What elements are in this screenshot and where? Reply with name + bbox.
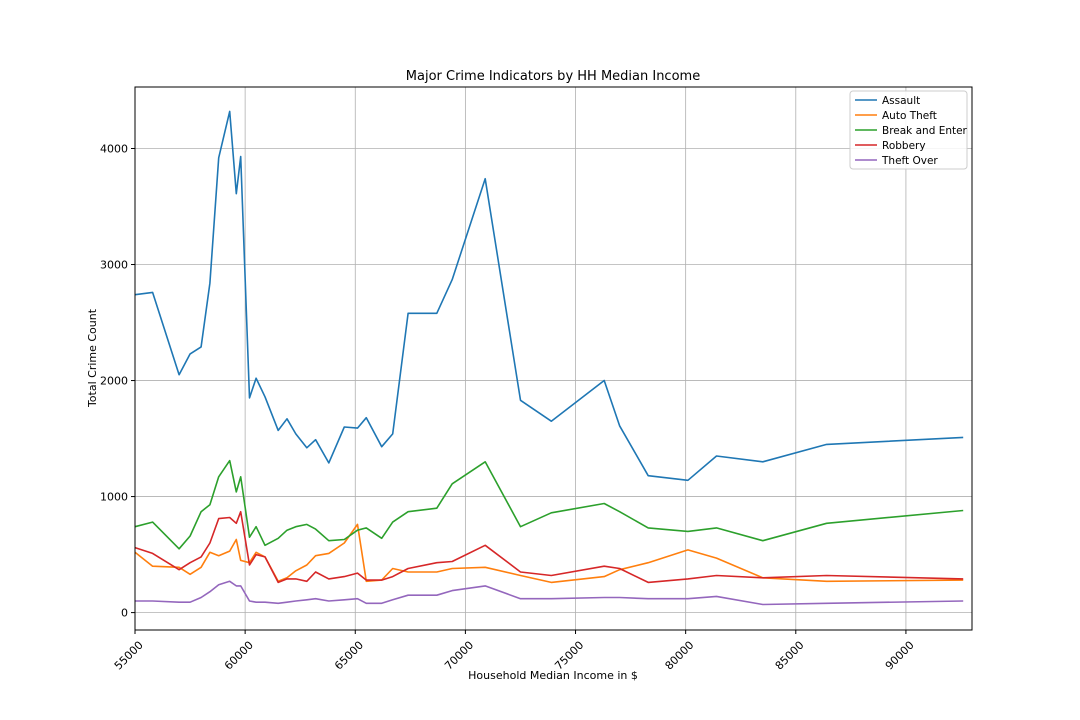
y-axis-ticks: 0 1000 2000 3000 4000 xyxy=(100,142,135,620)
legend-label-theft-over: Theft Over xyxy=(881,155,938,167)
series-line-robbery xyxy=(134,510,964,584)
series-lines xyxy=(134,110,964,606)
chart-title: Major Crime Indicators by HH Median Inco… xyxy=(406,69,700,84)
series-line-auto-theft xyxy=(134,523,964,584)
legend-box xyxy=(849,90,968,170)
y-axis-label: Total Crime Count xyxy=(86,308,99,408)
y-tick-label: 0 xyxy=(121,607,128,620)
series-line-theft-over xyxy=(135,580,964,606)
legend-label-robbery: Robbery xyxy=(882,140,926,152)
legend-label-break-and-enter: Break and Enter xyxy=(882,125,968,137)
y-tick-label: 2000 xyxy=(100,375,128,388)
x-axis-label: Household Median Income in $ xyxy=(468,669,638,682)
y-tick-label: 4000 xyxy=(100,142,128,155)
series-line-assault xyxy=(134,110,964,482)
y-tick-label: 1000 xyxy=(100,491,128,504)
y-tick-label: 3000 xyxy=(100,259,128,272)
plot-area-frame xyxy=(134,86,973,631)
legend-label-auto-theft: Auto Theft xyxy=(882,110,937,122)
series-line-break-and-enter xyxy=(134,459,964,550)
legend: Assault Auto Theft Break and Enter Robbery T… xyxy=(849,90,968,170)
grid-lines xyxy=(134,87,972,630)
legend-label-assault: Assault xyxy=(882,95,920,107)
